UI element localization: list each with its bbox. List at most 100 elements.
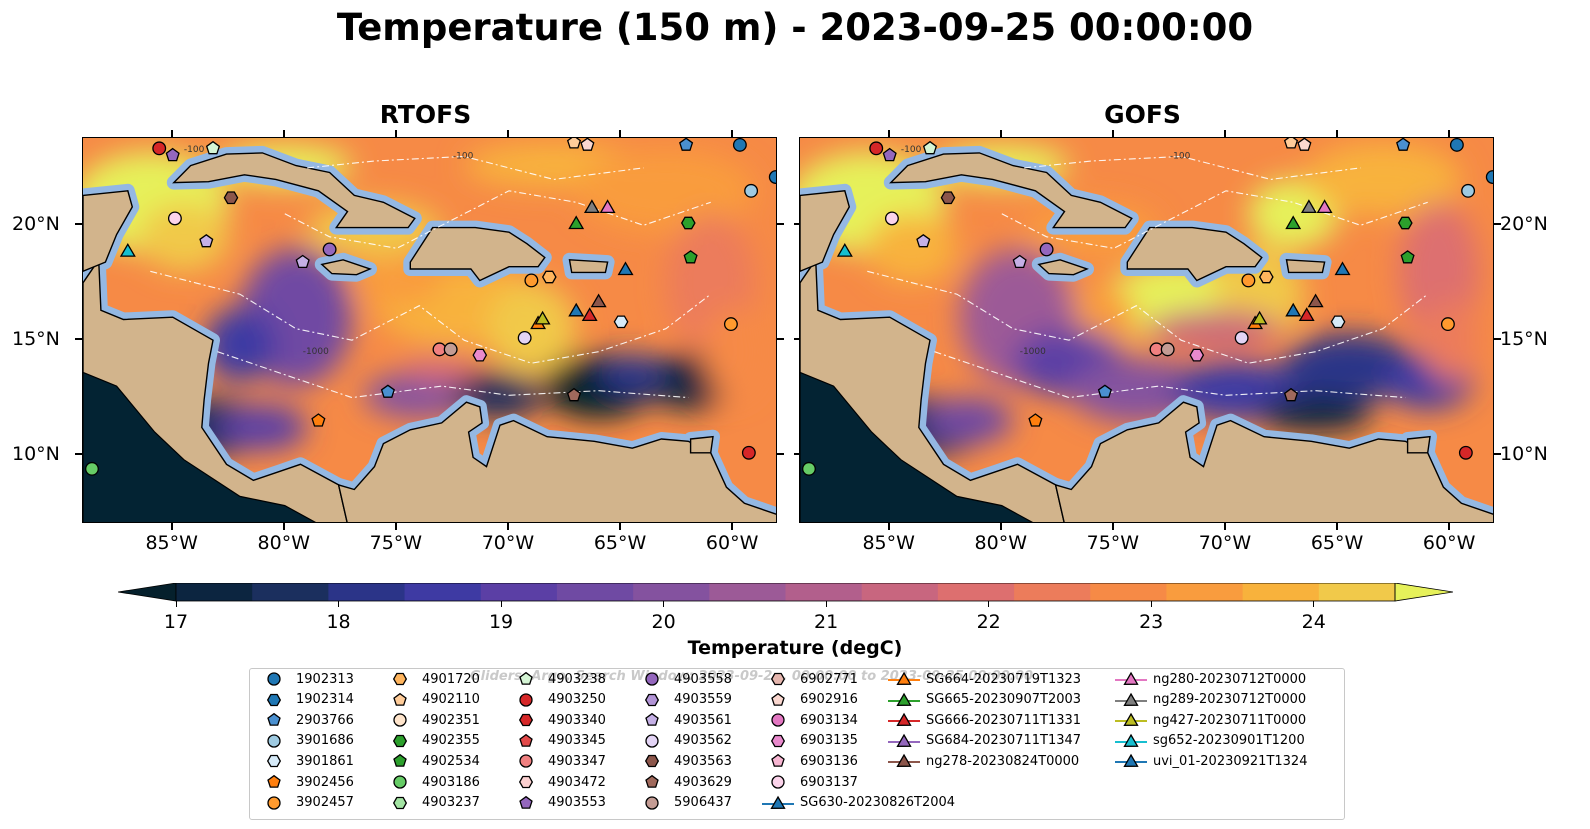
colorbar-tick-mark xyxy=(500,601,502,607)
x-tick-label: 80°W xyxy=(257,532,310,554)
contour-label: -1000 xyxy=(303,347,329,357)
land-puertoRico xyxy=(1285,259,1326,274)
x-tick-label: 85°W xyxy=(145,532,198,554)
legend-label: 4903561 xyxy=(674,712,732,728)
legend-symbol xyxy=(393,713,407,727)
y-tick-mark xyxy=(777,453,784,456)
obs-marker-4902355 xyxy=(1397,216,1413,230)
obs-marker-SG630-20230826T2004 xyxy=(1285,302,1302,317)
legend-item: 1902314 xyxy=(256,690,354,710)
legend-item: 4903558 xyxy=(634,669,732,689)
obs-marker-2903766 xyxy=(1097,384,1112,398)
legend-label: 6903136 xyxy=(800,753,858,769)
legend-item: 6903136 xyxy=(760,751,858,771)
legend-symbol xyxy=(888,733,920,747)
legend-marker-triangle xyxy=(1123,754,1139,768)
legend-item: 3901861 xyxy=(256,751,354,771)
pacific-coast xyxy=(83,371,316,522)
legend-marker-circle xyxy=(771,775,785,789)
obs-marker-6902916 xyxy=(580,138,595,151)
obs-marker-SG665-20230907T2003 xyxy=(568,215,585,230)
colorbar-bin xyxy=(328,583,406,601)
x-tick-mark xyxy=(1336,130,1339,137)
obs-marker-ng289-20230712T0000 xyxy=(1300,199,1317,214)
obs-marker-ng427-20230711T0000 xyxy=(534,310,551,325)
temperature-patch xyxy=(363,372,476,419)
contour-label: -1000 xyxy=(1020,347,1046,357)
legend-label: 6903135 xyxy=(800,733,858,749)
obs-marker-SG666-20230711T1331 xyxy=(1298,307,1315,322)
obs-marker-4903238 xyxy=(922,140,938,155)
legend-item: 4903563 xyxy=(634,751,732,771)
legend-marker-hexagon xyxy=(644,755,660,768)
legend-marker-hexagon xyxy=(392,796,408,809)
x-tick-mark xyxy=(1111,130,1114,137)
legend-marker-hexagon xyxy=(518,714,534,727)
colorbar-under-extension xyxy=(117,582,177,602)
colorbar-tick-label: 18 xyxy=(326,611,351,633)
legend-item: 4903472 xyxy=(508,772,606,792)
obs-marker-3902457 xyxy=(1241,273,1256,288)
y-tick-label-left: 10°N xyxy=(12,443,60,466)
x-tick-mark xyxy=(1448,523,1451,530)
y-tick-label-right: 20°N xyxy=(1500,213,1548,236)
x-tick-mark xyxy=(394,523,397,530)
obs-marker-4903563 xyxy=(940,191,956,205)
obs-marker-ng280-20230712T0000 xyxy=(1316,199,1333,214)
obs-marker-4903561 xyxy=(1012,254,1027,269)
obs-marker-3902457 xyxy=(723,317,738,332)
obs-marker-ng289-20230712T0000 xyxy=(583,199,600,214)
legend-item: 4902534 xyxy=(382,751,480,771)
legend-label: 4902355 xyxy=(422,733,480,749)
legend-symbol xyxy=(267,713,281,726)
legend-item: SG630-20230826T2004 xyxy=(760,793,955,813)
x-tick-mark xyxy=(1223,130,1226,137)
legend-symbol xyxy=(267,774,281,788)
obs-marker-uvi_01-20230921T1324 xyxy=(1334,261,1351,276)
obs-marker-ng278-20230824T0000 xyxy=(1307,293,1324,308)
colorbar-bar xyxy=(117,582,1454,602)
obs-marker-4901720 xyxy=(1258,270,1274,284)
obs-marker-1902313 xyxy=(732,138,747,152)
boundary-line xyxy=(217,351,689,399)
legend-label: sg652-20230901T1200 xyxy=(1153,733,1305,749)
legend-item: SG664-20230719T1323 xyxy=(886,669,1081,689)
legend-item: 4903561 xyxy=(634,710,732,730)
temperature-patch xyxy=(923,397,1013,444)
legend-symbol xyxy=(393,754,407,768)
legend-item: 4903629 xyxy=(634,772,732,792)
legend-label: 3901686 xyxy=(296,733,354,749)
obs-marker-4903629 xyxy=(566,387,582,402)
obs-marker-4902534 xyxy=(683,250,698,264)
obs-marker-4903250 xyxy=(741,445,756,460)
legend-item: 4903186 xyxy=(382,772,480,792)
legend-label: 4903558 xyxy=(674,671,732,687)
legend-label: SG665-20230907T2003 xyxy=(926,692,1082,708)
obs-marker-ng280-20230712T0000 xyxy=(599,199,616,214)
legend-item: 5906437 xyxy=(634,793,732,813)
boundary-line xyxy=(1024,155,1361,180)
land-cuba xyxy=(889,152,1133,229)
legend-marker-hexagon xyxy=(770,672,786,686)
legend-symbol xyxy=(762,795,794,809)
temperature-patch xyxy=(576,149,756,233)
obs-marker-4903561 xyxy=(295,254,310,269)
legend-symbol xyxy=(771,713,785,727)
legend-symbol xyxy=(1115,754,1147,768)
legend-symbol xyxy=(266,693,282,706)
legend-item: 6902916 xyxy=(760,690,858,710)
obs-marker-SG665-20230907T2003 xyxy=(1285,215,1302,230)
colorbar-frame xyxy=(175,582,1396,602)
obs-marker-4903186 xyxy=(85,461,99,476)
legend-marker-triangle xyxy=(896,692,912,706)
temperature-patch xyxy=(1304,142,1462,217)
x-tick-mark xyxy=(170,523,173,530)
legend-label: 6903137 xyxy=(800,774,858,790)
obs-marker-4903563 xyxy=(223,191,239,205)
obs-marker-6903137 xyxy=(884,211,899,226)
obs-marker-5906437 xyxy=(1160,342,1175,357)
temperature-patch xyxy=(139,202,229,272)
y-tick-mark xyxy=(777,223,784,226)
legend-label: 4903238 xyxy=(548,671,606,687)
legend-marker-circle xyxy=(267,734,281,748)
